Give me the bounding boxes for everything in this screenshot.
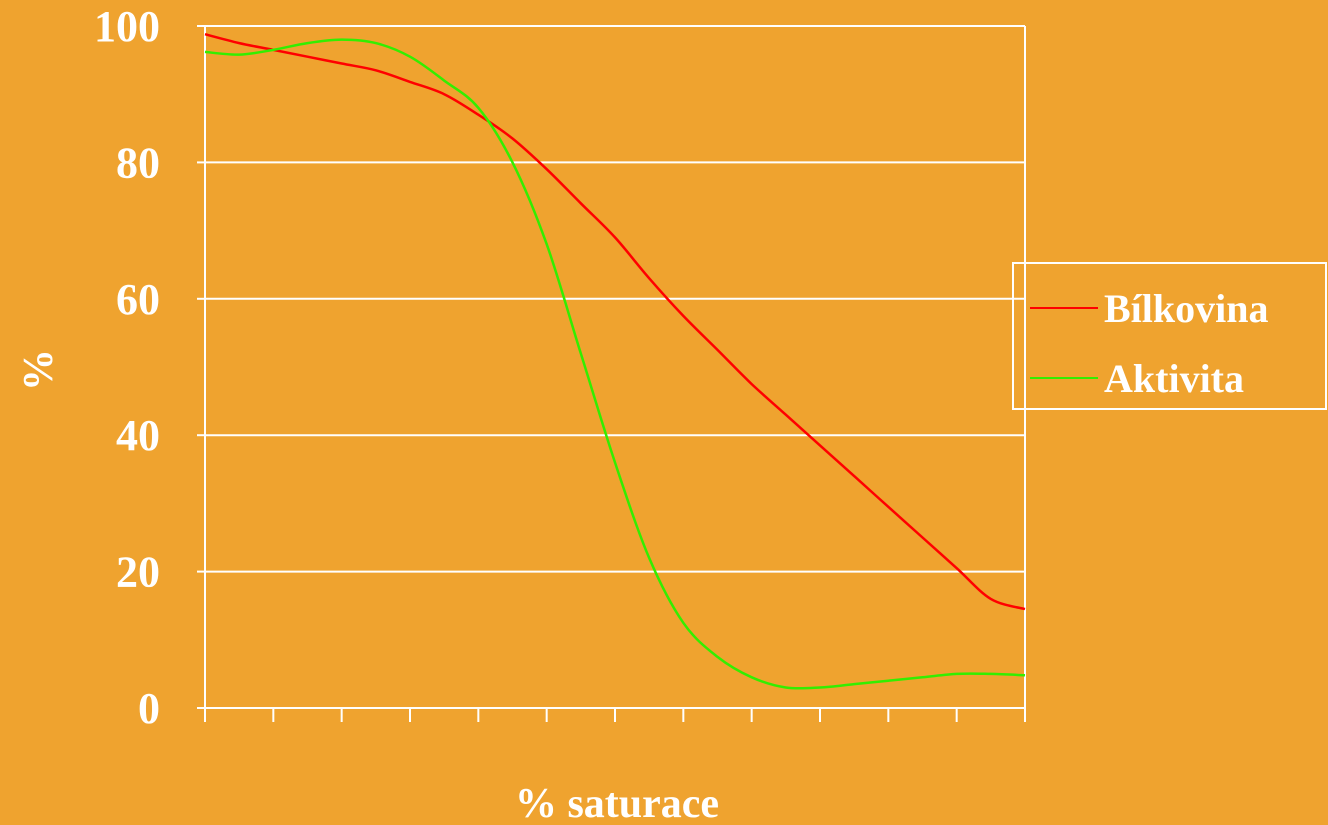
y-tick-label-80: 80 (116, 138, 160, 187)
series-line-aktivita (204, 38, 1026, 690)
y-tick-label-40: 40 (116, 411, 160, 460)
x-axis-title: % saturace (515, 781, 719, 825)
legend-label-bilkovina: Bílkovina (1104, 286, 1269, 331)
legend-label-aktivita: Aktivita (1104, 356, 1244, 401)
series-lines (204, 32, 1026, 690)
legend-box (1012, 262, 1327, 410)
legend: Bílkovina Aktivita (1012, 262, 1327, 410)
y-tick-label-60: 60 (116, 275, 160, 324)
tick-labels: 0 20 40 60 80 100 (94, 2, 160, 733)
series-line-bílkovina (204, 32, 1026, 611)
y-axis-title: % (16, 349, 62, 391)
y-tick-label-0: 0 (138, 684, 160, 733)
gridlines (205, 25, 1025, 573)
y-tick-label-20: 20 (116, 548, 160, 597)
y-tick-label-100: 100 (94, 2, 160, 51)
axes (197, 25, 1026, 722)
